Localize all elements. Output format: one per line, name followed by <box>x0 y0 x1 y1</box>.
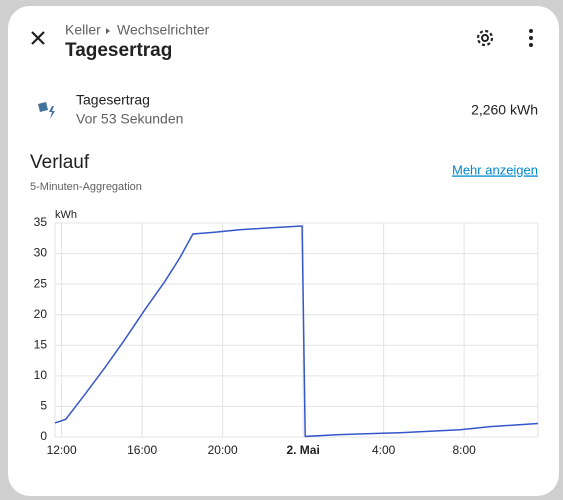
section-title: Verlauf <box>30 152 90 173</box>
breadcrumb-item[interactable]: Wechselrichter <box>117 22 210 38</box>
close-button[interactable] <box>31 31 45 45</box>
entity-state: 2,260 kWh <box>471 102 538 118</box>
more-link[interactable]: Mehr anzeigen <box>452 162 538 177</box>
menu-button[interactable] <box>529 29 533 47</box>
x-tick-label: 4:00 <box>372 443 396 457</box>
dialog-title: Tagesertrag <box>65 40 172 61</box>
y-tick-label: 35 <box>34 215 48 229</box>
entity-last-changed: Vor 53 Sekunden <box>76 111 183 127</box>
y-tick-label: 25 <box>34 276 48 290</box>
entity-icon <box>38 102 55 119</box>
y-tick-label: 15 <box>34 337 48 351</box>
x-tick-label: 8:00 <box>452 443 476 457</box>
dialog <box>8 6 559 496</box>
x-tick-label: 12:00 <box>47 443 77 457</box>
x-tick-label: 16:00 <box>127 443 157 457</box>
breadcrumb-separator <box>106 28 110 34</box>
y-tick-label: 20 <box>34 307 48 321</box>
entity-name: Tagesertrag <box>76 92 150 108</box>
data-line <box>54 225 539 438</box>
y-tick-label: 30 <box>34 246 48 260</box>
settings-button[interactable] <box>476 29 494 47</box>
y-axis-label: kWh <box>55 209 77 221</box>
y-tick-label: 0 <box>40 429 47 443</box>
x-tick-label: 20:00 <box>208 443 238 457</box>
x-tick-label: 2. Mai <box>286 443 319 457</box>
section-subtitle: 5-Minuten-Aggregation <box>30 181 142 193</box>
breadcrumb-item[interactable]: Keller <box>65 22 101 38</box>
y-tick-label: 10 <box>34 368 48 382</box>
y-tick-label: 5 <box>40 399 47 413</box>
